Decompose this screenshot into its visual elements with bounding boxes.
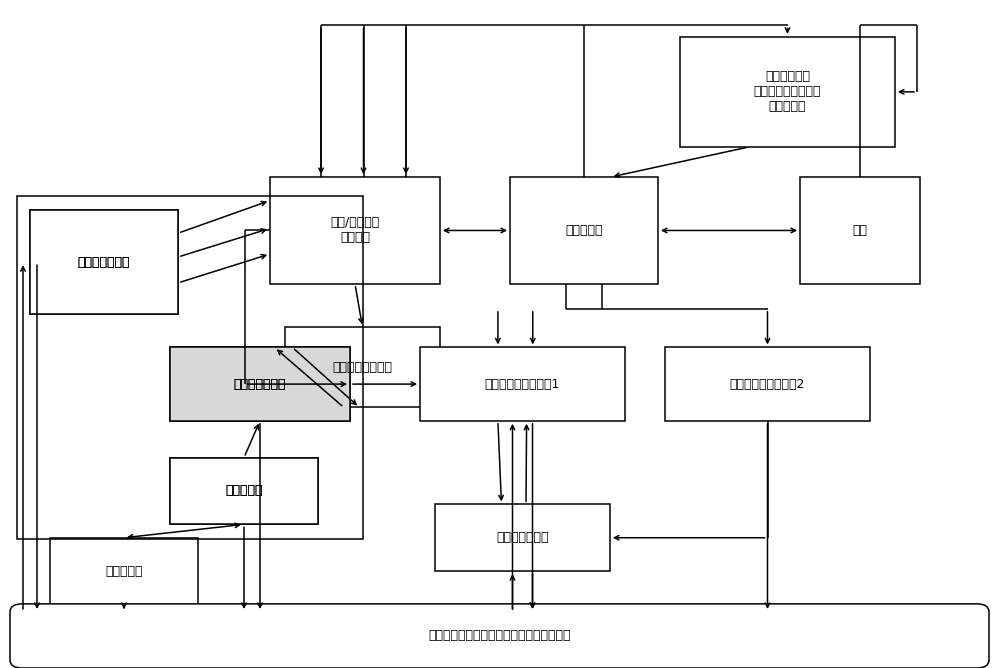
Bar (17, 196, 363, 539)
Bar (285, 327, 440, 407)
Bar (800, 177, 920, 284)
Bar (665, 347, 870, 421)
Text: 舵机: 舵机 (853, 224, 868, 237)
Text: 模拟发控计算机: 模拟发控计算机 (234, 377, 286, 391)
Text: 仿真计算机: 仿真计算机 (105, 564, 143, 578)
Text: 串口数据采集计算机1: 串口数据采集计算机1 (485, 377, 560, 391)
Text: 信息传输网络系统（实时网络、以太网络）: 信息传输网络系统（实时网络、以太网络） (428, 629, 571, 643)
Bar (170, 347, 350, 421)
Text: 三轴飞行仿真转台: 三轴飞行仿真转台 (332, 361, 392, 374)
Text: 注入计算机: 注入计算机 (225, 484, 263, 498)
Text: 弹载计算机: 弹载计算机 (565, 224, 603, 237)
Bar (170, 458, 318, 524)
Text: 卫星/惯导组合
导航装置: 卫星/惯导组合 导航装置 (330, 216, 380, 244)
Text: 电源控制单元
（电源控制计算机、
程控电源）: 电源控制单元 （电源控制计算机、 程控电源） (754, 70, 821, 114)
Text: 卫星信号模拟器: 卫星信号模拟器 (78, 256, 130, 269)
Bar (30, 210, 178, 314)
Bar (50, 538, 198, 605)
Text: 注入计算机: 注入计算机 (225, 484, 263, 498)
Text: 数据记录计算机: 数据记录计算机 (496, 531, 549, 544)
Text: 卫星信号模拟器: 卫星信号模拟器 (78, 256, 130, 269)
Bar (420, 347, 625, 421)
Bar (435, 504, 610, 571)
Bar (170, 458, 318, 524)
Bar (30, 210, 178, 314)
Bar (170, 347, 350, 421)
Bar (270, 177, 440, 284)
Text: 模拟发控计算机: 模拟发控计算机 (234, 377, 286, 391)
Text: 串口数据采集计算机2: 串口数据采集计算机2 (730, 377, 805, 391)
Bar (680, 37, 895, 147)
FancyBboxPatch shape (10, 604, 989, 668)
Bar (510, 177, 658, 284)
